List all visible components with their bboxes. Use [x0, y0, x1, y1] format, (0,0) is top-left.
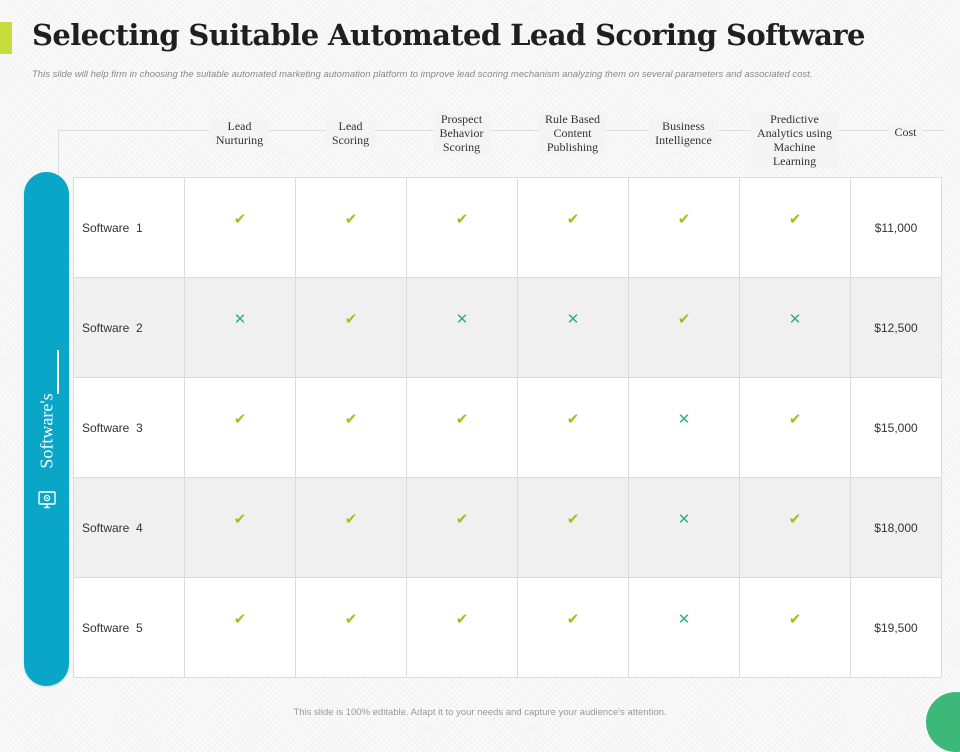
column-header: Lead Nurturing [184, 119, 295, 147]
cross-icon: ✕ [566, 310, 580, 328]
check-icon: ✔ [344, 510, 358, 528]
cost-cell: $18,000 [850, 477, 942, 578]
feature-cell: ✕ [739, 277, 851, 378]
check-icon: ✔ [344, 410, 358, 428]
feature-cell: ✔ [184, 477, 296, 578]
cross-icon: ✕ [788, 310, 802, 328]
check-icon: ✔ [566, 610, 580, 628]
feature-cell: ✕ [628, 577, 740, 678]
feature-cell: ✕ [184, 277, 296, 378]
slide-title: Selecting Suitable Automated Lead Scorin… [32, 18, 865, 52]
feature-cell: ✔ [295, 177, 407, 278]
column-header: Rule Based Content Publishing [517, 112, 628, 154]
feature-cell: ✔ [517, 377, 629, 478]
cost-cell: $12,500 [850, 277, 942, 378]
feature-cell: ✔ [628, 177, 740, 278]
software-name-cell: Software 2 [73, 277, 185, 378]
column-header: Cost [850, 125, 960, 139]
check-icon: ✔ [566, 410, 580, 428]
feature-cell: ✔ [295, 577, 407, 678]
feature-cell: ✔ [406, 477, 518, 578]
check-icon: ✔ [233, 610, 247, 628]
feature-cell: ✕ [628, 477, 740, 578]
check-icon: ✔ [455, 210, 469, 228]
check-icon: ✔ [233, 410, 247, 428]
table-row: Software 2 ✕ ✔ ✕ ✕ ✔ ✕ $12,500 [73, 277, 942, 378]
cross-icon: ✕ [455, 310, 469, 328]
feature-cell: ✔ [517, 477, 629, 578]
check-icon: ✔ [788, 410, 802, 428]
feature-cell: ✔ [517, 577, 629, 678]
cost-cell: $11,000 [850, 177, 942, 278]
software-name-cell: Software 1 [73, 177, 185, 278]
check-icon: ✔ [233, 210, 247, 228]
slide-subtitle: This slide will help firm in choosing th… [32, 69, 813, 80]
check-icon: ✔ [788, 210, 802, 228]
check-icon: ✔ [344, 610, 358, 628]
header-divider-vertical [58, 130, 59, 178]
software-name-cell: Software 4 [73, 477, 185, 578]
software-name-cell: Software 3 [73, 377, 185, 478]
software-comparison-table: Software 1 ✔ ✔ ✔ ✔ ✔ ✔ $11,000 Software 2 ✕ ✔ ✕ ✕ ✔ ✕ $… [73, 177, 942, 678]
cost-cell: $19,500 [850, 577, 942, 678]
table-row: Software 5 ✔ ✔ ✔ ✔ ✕ ✔ $19,500 [73, 577, 942, 678]
table-row: Software 3 ✔ ✔ ✔ ✔ ✕ ✔ $15,000 [73, 377, 942, 478]
feature-cell: ✔ [628, 277, 740, 378]
table-row: Software 4 ✔ ✔ ✔ ✔ ✕ ✔ $18,000 [73, 477, 942, 578]
software-side-pill [24, 172, 69, 686]
check-icon: ✔ [677, 210, 691, 228]
header-divider [58, 130, 944, 131]
check-icon: ✔ [455, 510, 469, 528]
check-icon: ✔ [677, 310, 691, 328]
check-icon: ✔ [344, 210, 358, 228]
check-icon: ✔ [233, 510, 247, 528]
feature-cell: ✔ [184, 377, 296, 478]
feature-cell: ✔ [295, 277, 407, 378]
cross-icon: ✕ [677, 410, 691, 428]
feature-cell: ✔ [406, 377, 518, 478]
feature-cell: ✔ [406, 577, 518, 678]
title-accent-bar [0, 22, 12, 54]
check-icon: ✔ [344, 310, 358, 328]
feature-cell: ✔ [295, 477, 407, 578]
check-icon: ✔ [788, 610, 802, 628]
feature-cell: ✔ [739, 177, 851, 278]
feature-cell: ✔ [739, 377, 851, 478]
side-pill-label: Software's [36, 393, 57, 469]
check-icon: ✔ [566, 210, 580, 228]
computer-gear-icon [38, 491, 56, 509]
check-icon: ✔ [455, 410, 469, 428]
column-header: Predictive Analytics using Machine Learn… [739, 112, 850, 168]
check-icon: ✔ [566, 510, 580, 528]
cross-icon: ✕ [677, 610, 691, 628]
feature-cell: ✕ [406, 277, 518, 378]
table-row: Software 1 ✔ ✔ ✔ ✔ ✔ ✔ $11,000 [73, 177, 942, 278]
feature-cell: ✔ [406, 177, 518, 278]
feature-cell: ✔ [184, 577, 296, 678]
column-header: Lead Scoring [295, 119, 406, 147]
check-icon: ✔ [788, 510, 802, 528]
column-header: Prospect Behavior Scoring [406, 112, 517, 154]
cost-cell: $15,000 [850, 377, 942, 478]
column-header: Business Intelligence [628, 119, 739, 147]
feature-cell: ✕ [517, 277, 629, 378]
feature-cell: ✔ [295, 377, 407, 478]
feature-cell: ✔ [739, 577, 851, 678]
feature-cell: ✕ [628, 377, 740, 478]
feature-cell: ✔ [739, 477, 851, 578]
feature-cell: ✔ [184, 177, 296, 278]
slide-footer: This slide is 100% editable. Adapt it to… [293, 707, 667, 718]
software-name-cell: Software 5 [73, 577, 185, 678]
feature-cell: ✔ [517, 177, 629, 278]
cross-icon: ✕ [233, 310, 247, 328]
check-icon: ✔ [455, 610, 469, 628]
cross-icon: ✕ [677, 510, 691, 528]
corner-decoration [926, 692, 960, 752]
side-pill-divider [57, 350, 59, 394]
